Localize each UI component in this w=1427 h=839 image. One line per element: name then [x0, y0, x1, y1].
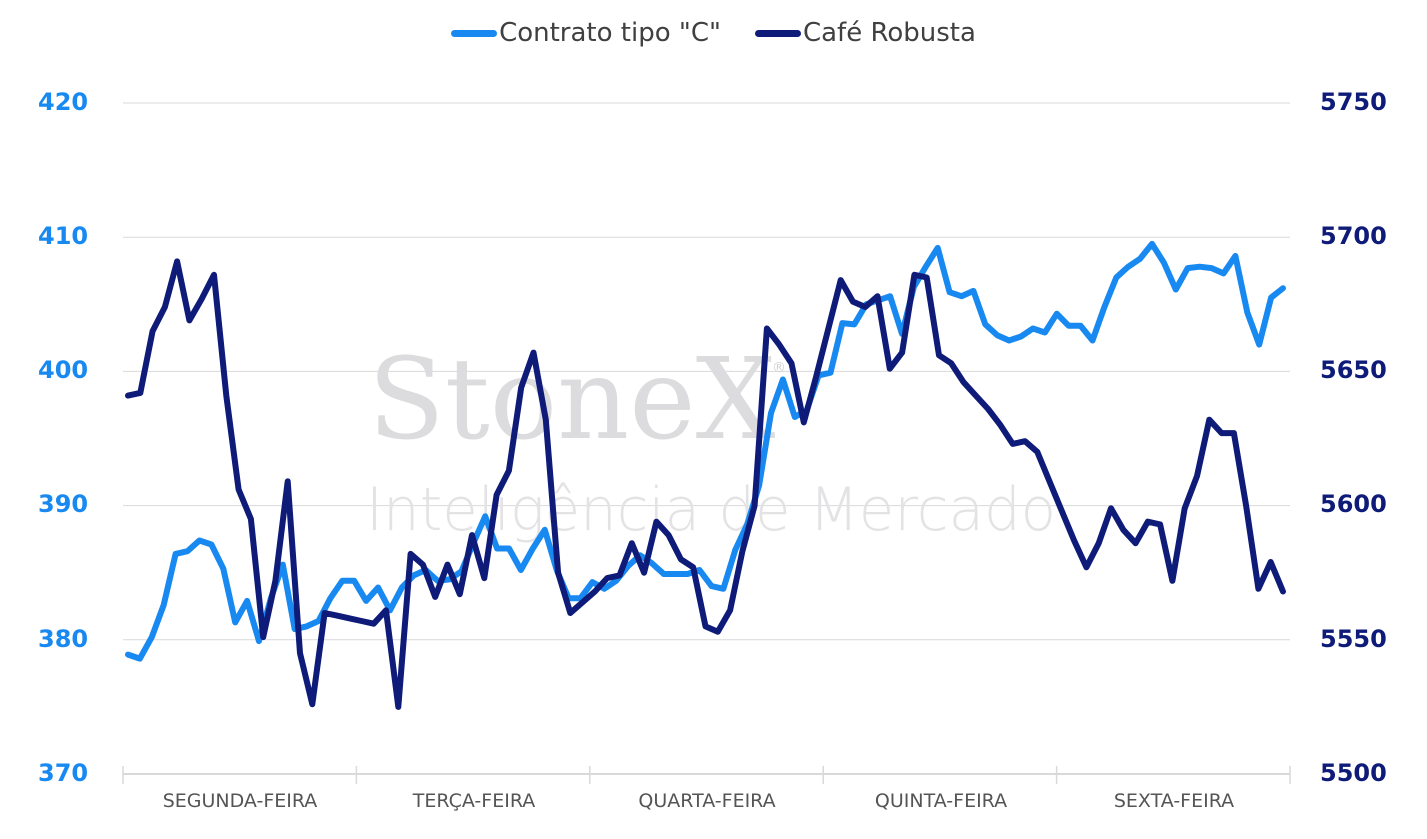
x-category-label: TERÇA-FEIRA: [412, 790, 536, 812]
watermark-subtitle: Inteligência de Mercado: [366, 475, 1056, 545]
x-category-label: SEXTA-FEIRA: [1113, 790, 1235, 812]
y-left-tick-label: 390: [38, 490, 89, 518]
legend-item-contrato-c[interactable]: Contrato tipo "C": [451, 18, 721, 48]
y-left-tick-label: 400: [38, 356, 89, 384]
y-right-tick-label: 5700: [1320, 222, 1387, 250]
series-line-cafe-robusta[interactable]: [125, 258, 1286, 710]
watermark-logo: StoneX: [368, 335, 776, 465]
series-line-contrato-c[interactable]: [125, 240, 1286, 662]
legend-item-cafe-robusta[interactable]: Café Robusta: [754, 18, 976, 48]
legend-swatch-cafe-robusta: [754, 29, 801, 37]
legend-swatch-contrato-c: [451, 29, 498, 37]
watermark-registered: ®: [772, 360, 786, 376]
y-left-tick-label: 410: [38, 222, 89, 250]
watermark: StoneX ® Inteligência de Mercado: [366, 335, 1056, 545]
gridlines: [123, 102, 1290, 641]
y-right-tick-label: 5550: [1320, 625, 1387, 653]
legend-label: Contrato tipo "C": [499, 18, 721, 48]
y-right-tick-label: 5650: [1320, 356, 1387, 384]
y-right-tick-label: 5500: [1320, 759, 1387, 787]
x-category-label: SEGUNDA-FEIRA: [162, 790, 318, 812]
y-left-tick-label: 420: [38, 88, 89, 116]
x-category-label: QUINTA-FEIRA: [874, 790, 1008, 812]
x-category-label: QUARTA-FEIRA: [638, 790, 776, 812]
x-axis: [122, 766, 1291, 784]
y-right-tick-label: 5750: [1320, 88, 1387, 116]
y-right-tick-label: 5600: [1320, 490, 1387, 518]
chart-legend: Contrato tipo "C" Café Robusta: [0, 18, 1427, 48]
y-left-tick-label: 380: [38, 625, 89, 653]
y-left-tick-label: 370: [38, 759, 89, 787]
legend-label: Café Robusta: [802, 18, 976, 48]
